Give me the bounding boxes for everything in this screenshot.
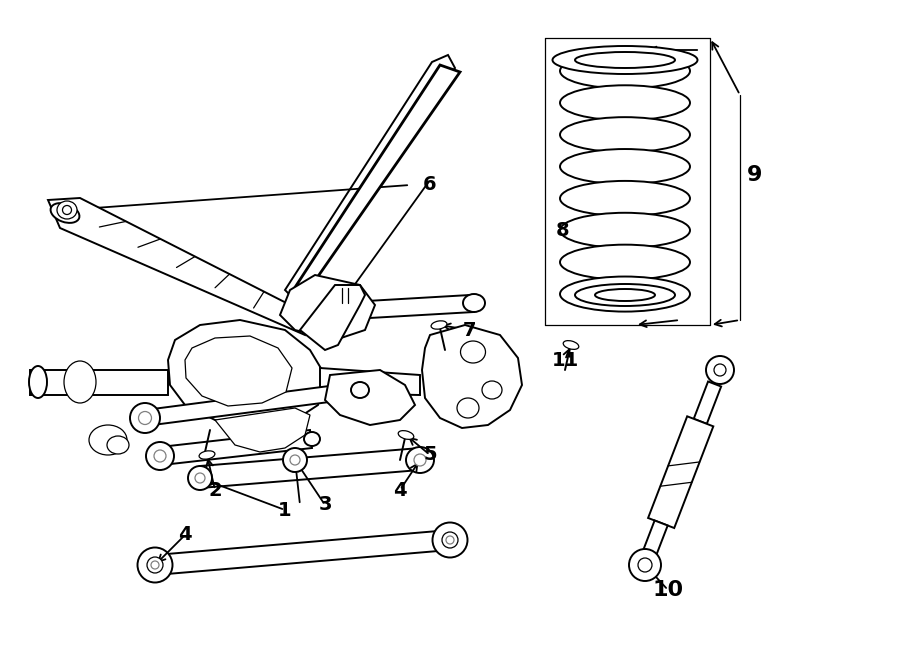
Polygon shape [185, 336, 292, 406]
Ellipse shape [575, 284, 675, 306]
Text: 2: 2 [208, 481, 221, 500]
Ellipse shape [151, 561, 159, 569]
Polygon shape [298, 295, 474, 322]
Text: 8: 8 [556, 221, 570, 239]
Ellipse shape [146, 442, 174, 470]
Polygon shape [694, 381, 721, 424]
Ellipse shape [463, 294, 485, 312]
Ellipse shape [414, 454, 426, 466]
Ellipse shape [351, 382, 369, 398]
Ellipse shape [154, 450, 166, 462]
Polygon shape [160, 430, 312, 465]
Text: 1: 1 [278, 500, 292, 520]
Ellipse shape [147, 557, 163, 573]
Text: 4: 4 [393, 481, 407, 500]
Ellipse shape [629, 549, 661, 581]
Ellipse shape [138, 547, 173, 582]
Ellipse shape [560, 85, 690, 120]
Ellipse shape [560, 245, 690, 280]
Text: 7: 7 [464, 321, 477, 340]
Text: 6: 6 [423, 176, 436, 194]
Polygon shape [643, 520, 668, 557]
Ellipse shape [575, 52, 675, 68]
Polygon shape [280, 275, 375, 340]
Ellipse shape [560, 276, 690, 311]
Ellipse shape [57, 201, 77, 219]
Ellipse shape [283, 448, 307, 472]
Text: 10: 10 [652, 580, 684, 600]
Polygon shape [215, 408, 310, 452]
Ellipse shape [560, 213, 690, 248]
Polygon shape [285, 55, 455, 300]
Ellipse shape [433, 522, 467, 557]
Polygon shape [145, 382, 360, 426]
Polygon shape [30, 370, 168, 395]
Ellipse shape [560, 117, 690, 152]
Ellipse shape [130, 403, 160, 433]
Ellipse shape [706, 356, 734, 384]
Ellipse shape [482, 381, 502, 399]
Polygon shape [300, 285, 365, 350]
Ellipse shape [62, 206, 71, 215]
Ellipse shape [560, 149, 690, 184]
Ellipse shape [199, 451, 215, 459]
Ellipse shape [560, 54, 690, 89]
Polygon shape [168, 320, 325, 428]
Ellipse shape [560, 181, 690, 216]
Ellipse shape [406, 447, 434, 473]
Ellipse shape [89, 425, 127, 455]
Ellipse shape [398, 430, 414, 440]
Ellipse shape [139, 412, 151, 424]
Ellipse shape [563, 340, 579, 350]
Ellipse shape [595, 289, 655, 301]
Ellipse shape [107, 436, 129, 454]
Ellipse shape [64, 361, 96, 403]
Ellipse shape [290, 455, 300, 465]
Ellipse shape [638, 558, 652, 572]
Ellipse shape [457, 398, 479, 418]
Polygon shape [422, 325, 522, 428]
Ellipse shape [553, 46, 698, 74]
Ellipse shape [327, 296, 349, 324]
Ellipse shape [304, 432, 320, 446]
Text: 5: 5 [423, 446, 436, 465]
Polygon shape [648, 416, 714, 528]
Ellipse shape [50, 203, 79, 223]
Polygon shape [48, 198, 310, 335]
Ellipse shape [446, 536, 454, 544]
Text: 4: 4 [178, 525, 192, 545]
Ellipse shape [714, 364, 726, 376]
Text: 9: 9 [747, 165, 762, 185]
Ellipse shape [29, 366, 47, 398]
Text: 11: 11 [552, 350, 579, 369]
Polygon shape [200, 448, 420, 488]
Polygon shape [320, 368, 420, 395]
Ellipse shape [195, 473, 205, 483]
Ellipse shape [442, 532, 458, 548]
Polygon shape [155, 530, 450, 575]
Ellipse shape [431, 321, 447, 329]
Text: 3: 3 [319, 496, 332, 514]
Polygon shape [325, 370, 415, 425]
Polygon shape [290, 65, 460, 295]
Ellipse shape [461, 341, 485, 363]
Ellipse shape [188, 466, 212, 490]
